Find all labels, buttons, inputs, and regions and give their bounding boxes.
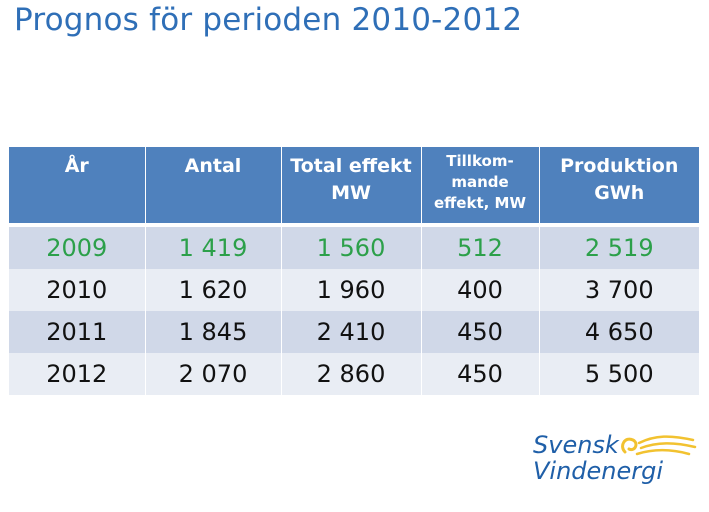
header-total-effect: Total effekt MW <box>281 147 422 223</box>
cell-total-effect: 1 560 <box>281 227 422 269</box>
header-line: Tillkom- <box>446 152 514 170</box>
cell-added-effect: 450 <box>421 353 540 395</box>
forecast-table: År Antal Total effekt MW Tillkom- mande … <box>9 147 699 395</box>
cell-year: 2009 <box>9 227 146 269</box>
cell-production: 5 500 <box>539 353 699 395</box>
company-logo: Svensk Vindenergi <box>533 432 703 496</box>
cell-total-effect: 1 960 <box>281 269 422 311</box>
logo-line-2: Vindenergi <box>533 457 664 485</box>
table-row: 2010 1 620 1 960 400 3 700 <box>9 269 699 311</box>
header-line: År <box>64 155 89 177</box>
cell-total-effect: 2 410 <box>281 311 422 353</box>
page-title: Prognos för perioden 2010-2012 <box>14 2 523 38</box>
header-count: Antal <box>145 147 282 223</box>
cell-count: 1 845 <box>145 311 282 353</box>
header-added-effect: Tillkom- mande effekt, MW <box>421 147 540 223</box>
cell-added-effect: 450 <box>421 311 540 353</box>
cell-added-effect: 400 <box>421 269 540 311</box>
cell-year: 2010 <box>9 269 146 311</box>
cell-count: 1 620 <box>145 269 282 311</box>
header-line: mande <box>451 173 509 191</box>
table-row: 2009 1 419 1 560 512 2 519 <box>9 227 699 269</box>
header-line: MW <box>331 182 371 204</box>
table-row: 2012 2 070 2 860 450 5 500 <box>9 353 699 395</box>
cell-added-effect: 512 <box>421 227 540 269</box>
header-year: År <box>9 147 146 223</box>
cell-year: 2011 <box>9 311 146 353</box>
cell-production: 4 650 <box>539 311 699 353</box>
header-line: Total effekt <box>290 155 412 177</box>
cell-total-effect: 2 860 <box>281 353 422 395</box>
header-line: effekt, MW <box>433 194 527 212</box>
logo-wordmark: Svensk Vindenergi <box>533 432 663 484</box>
header-line: GWh <box>594 182 645 204</box>
table-row: 2011 1 845 2 410 450 4 650 <box>9 311 699 353</box>
cell-year: 2012 <box>9 353 146 395</box>
table-header-row: År Antal Total effekt MW Tillkom- mande … <box>9 147 699 223</box>
cell-count: 2 070 <box>145 353 282 395</box>
header-production: Produktion GWh <box>539 147 699 223</box>
header-line: Produktion <box>560 155 679 177</box>
logo-line-1: Svensk <box>533 431 619 459</box>
cell-production: 3 700 <box>539 269 699 311</box>
cell-count: 1 419 <box>145 227 282 269</box>
wind-swirl-icon <box>621 435 697 456</box>
header-line: Antal <box>184 155 242 177</box>
cell-production: 2 519 <box>539 227 699 269</box>
header-gap <box>9 223 699 227</box>
